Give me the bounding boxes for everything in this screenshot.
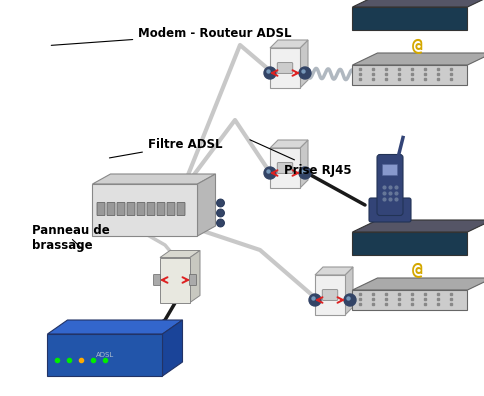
FancyBboxPatch shape [153,274,160,286]
Polygon shape [352,220,484,232]
Polygon shape [300,140,307,188]
Circle shape [311,297,314,300]
Circle shape [298,167,310,179]
Circle shape [298,67,310,79]
Polygon shape [352,65,467,85]
FancyBboxPatch shape [166,202,175,215]
Circle shape [263,167,275,179]
Polygon shape [352,0,484,7]
FancyBboxPatch shape [277,163,292,173]
FancyBboxPatch shape [136,202,145,215]
FancyBboxPatch shape [321,289,337,301]
FancyBboxPatch shape [147,202,155,215]
Polygon shape [352,290,467,310]
Bar [270,148,300,188]
Polygon shape [92,174,215,184]
Circle shape [216,199,224,207]
Polygon shape [197,174,215,236]
FancyBboxPatch shape [107,202,115,215]
Polygon shape [314,267,352,275]
FancyBboxPatch shape [177,202,184,215]
Text: @: @ [411,261,422,280]
Circle shape [263,67,275,79]
Circle shape [302,170,304,173]
Text: @: @ [411,36,422,55]
Polygon shape [190,251,199,303]
Polygon shape [270,140,307,148]
Text: Panneau de
brassage: Panneau de brassage [31,224,109,251]
FancyBboxPatch shape [127,202,135,215]
Circle shape [343,294,355,306]
Bar [92,184,197,236]
FancyBboxPatch shape [368,198,410,222]
FancyBboxPatch shape [376,154,402,215]
Bar [47,334,162,376]
Polygon shape [162,320,182,376]
Polygon shape [344,267,352,315]
FancyBboxPatch shape [277,63,292,73]
Text: Prise RJ45: Prise RJ45 [249,140,350,177]
Circle shape [346,297,349,300]
Polygon shape [270,40,307,48]
Circle shape [302,70,304,73]
Polygon shape [300,40,307,88]
Text: ADSL: ADSL [96,352,114,358]
Polygon shape [352,232,467,255]
FancyBboxPatch shape [117,202,125,215]
FancyBboxPatch shape [97,202,105,215]
Bar [314,275,344,315]
Text: Modem - Routeur ADSL: Modem - Routeur ADSL [51,27,291,46]
Polygon shape [352,7,467,30]
Polygon shape [352,278,484,290]
Circle shape [308,294,320,306]
Bar [160,257,190,303]
FancyBboxPatch shape [157,202,165,215]
Circle shape [216,219,224,227]
FancyBboxPatch shape [189,274,196,286]
FancyBboxPatch shape [382,164,397,175]
Polygon shape [160,251,199,257]
Circle shape [267,70,270,73]
Text: Filtre ADSL: Filtre ADSL [109,138,222,158]
Bar [270,48,300,88]
Circle shape [216,209,224,217]
Circle shape [267,170,270,173]
Polygon shape [352,53,484,65]
Polygon shape [47,320,182,334]
